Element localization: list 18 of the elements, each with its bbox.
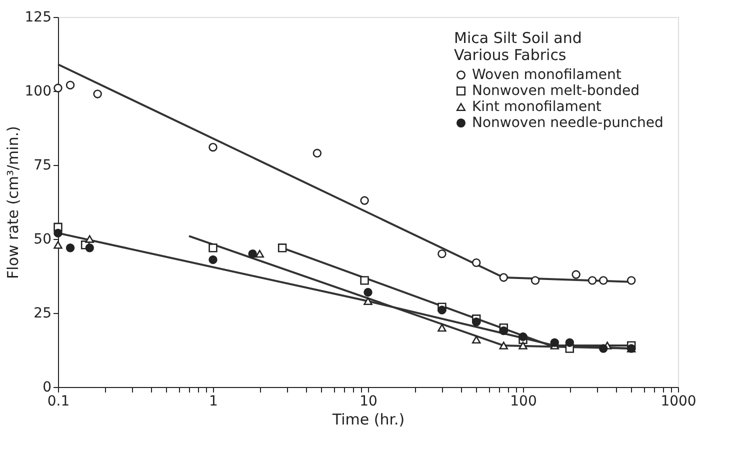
y-tick-label: 125: [24, 10, 52, 26]
legend-label: Nonwoven melt-bonded: [472, 83, 640, 99]
y-tick-label: 50: [34, 232, 52, 248]
x-tick-label: 1: [209, 394, 218, 410]
legend-title: Mica Silt Soil and Various Fabrics: [454, 29, 582, 64]
y-tick-label: 25: [34, 306, 52, 322]
y-tick-label: 0: [42, 380, 52, 396]
legend-label: Woven monofilament: [472, 67, 622, 83]
x-tick-label: 100: [510, 394, 537, 410]
x-tick-label: 10: [360, 394, 378, 410]
legend-label: Kint monofilament: [472, 99, 602, 115]
y-tick-label: 75: [34, 158, 52, 174]
x-axis-title: Time (hr.): [331, 410, 405, 428]
y-tick-label: 100: [24, 84, 52, 100]
legend-label: Nonwoven needle-punched: [472, 115, 664, 131]
x-tick-label: 0.1: [47, 394, 70, 410]
x-tick-label: 1000: [660, 394, 696, 410]
y-axis-title: Flow rate (cm³/min.): [4, 126, 22, 279]
